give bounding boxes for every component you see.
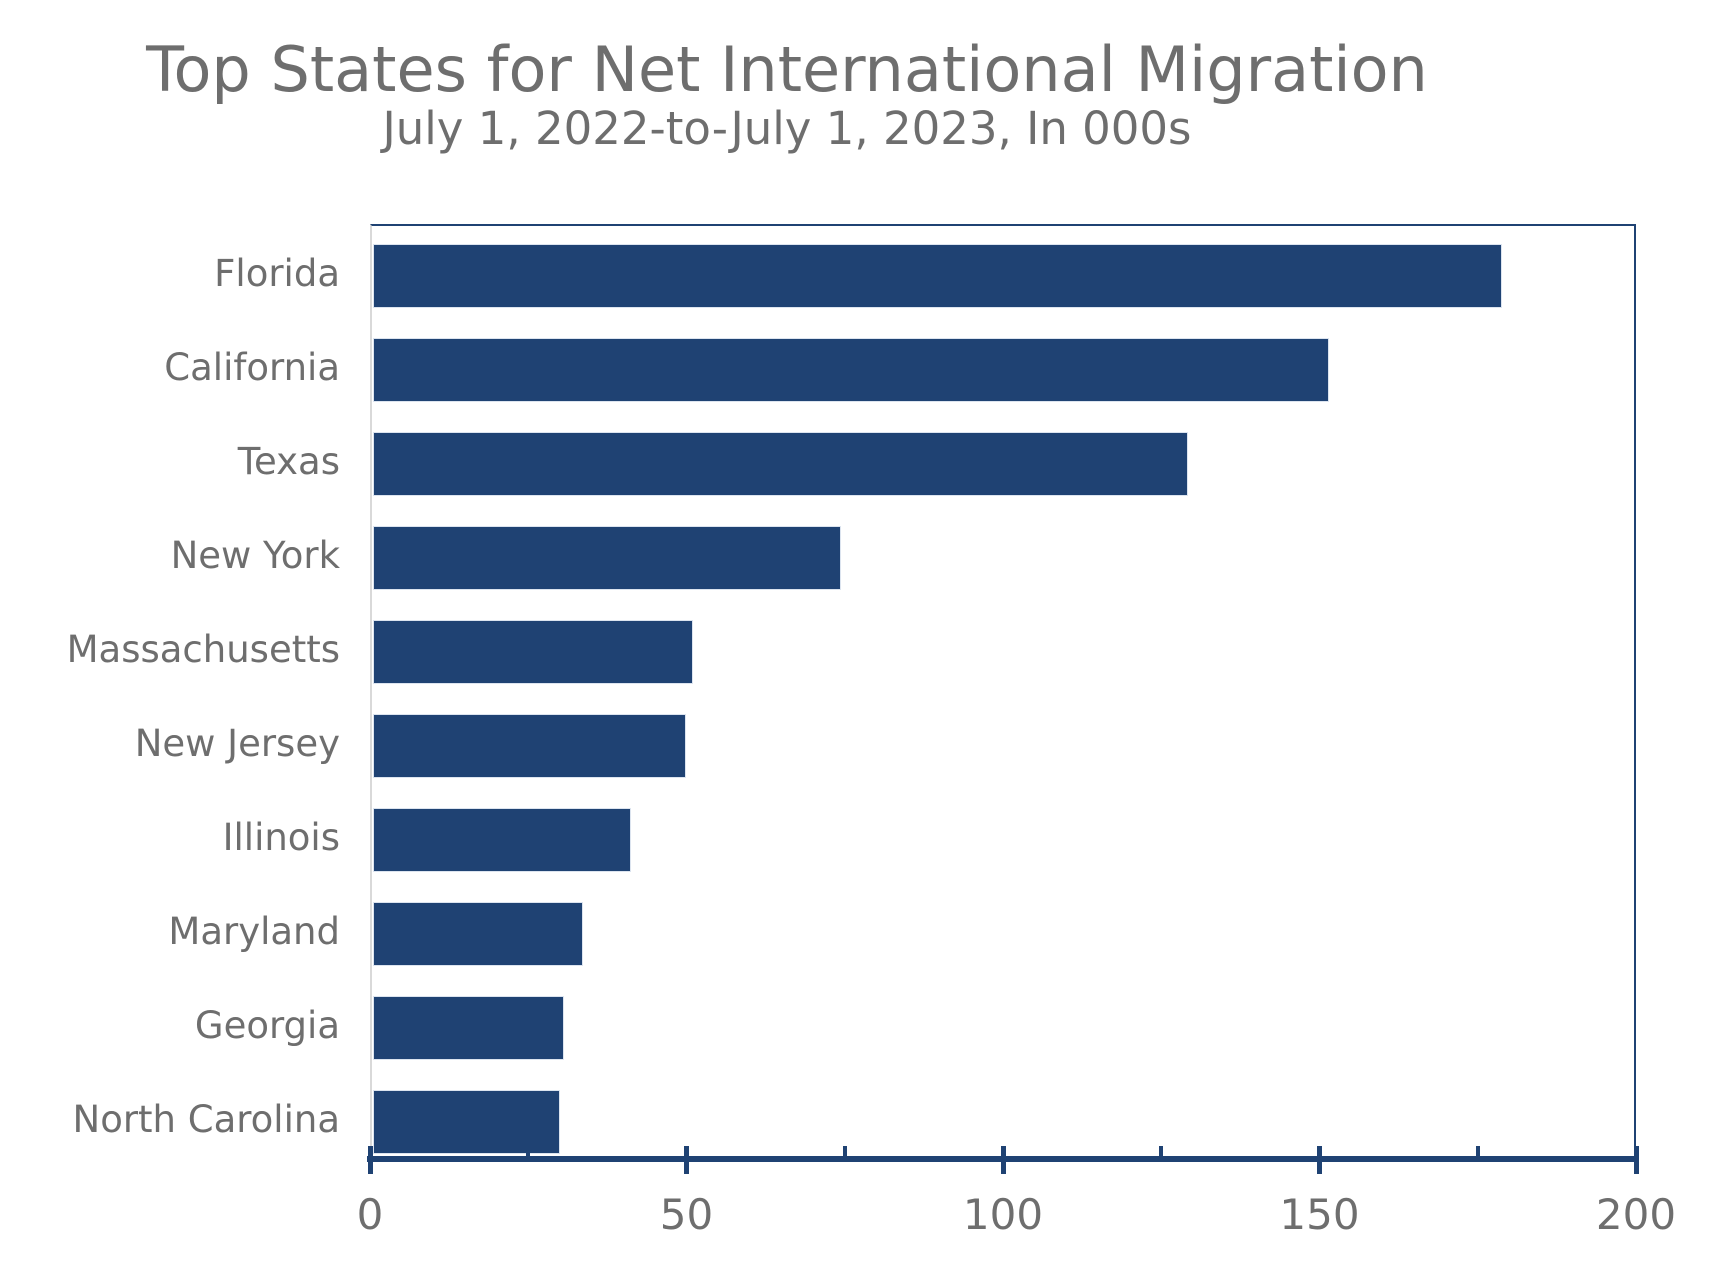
bar-new-york: [373, 526, 841, 590]
plot-area: [370, 224, 1636, 1158]
y-axis-label-massachusetts: Massachusetts: [66, 628, 340, 671]
y-axis-label-california: California: [164, 346, 340, 389]
x-tick-label-150: 150: [1279, 1190, 1360, 1239]
bar-georgia: [373, 996, 564, 1060]
chart-subtitle: July 1, 2022-to-July 1, 2023, In 000s: [382, 102, 1192, 155]
y-axis-label-texas: Texas: [237, 440, 340, 483]
x-major-tick-100: [1000, 1146, 1006, 1174]
y-axis-label-new-jersey: New Jersey: [134, 722, 340, 765]
bar-north-carolina: [373, 1090, 560, 1154]
x-tick-label-0: 0: [356, 1190, 384, 1239]
x-minor-tick-175: [1475, 1146, 1480, 1156]
bar-illinois: [373, 808, 631, 872]
x-tick-label-200: 200: [1595, 1190, 1677, 1239]
y-axis-label-florida: Florida: [214, 252, 340, 295]
x-tick-label-100: 100: [962, 1190, 1044, 1239]
x-minor-tick-125: [1159, 1146, 1164, 1156]
x-major-tick-0: [367, 1146, 373, 1174]
bar-new-jersey: [373, 714, 686, 778]
x-minor-tick-25: [526, 1146, 531, 1156]
x-major-tick-200: [1633, 1146, 1639, 1174]
bar-massachusetts: [373, 620, 693, 684]
x-major-tick-50: [684, 1146, 689, 1174]
bar-california: [373, 338, 1329, 402]
x-major-tick-150: [1317, 1146, 1322, 1174]
bar-maryland: [373, 902, 583, 966]
chart-title: Top States for Net International Migrati…: [146, 33, 1428, 106]
x-tick-label-50: 50: [659, 1190, 714, 1239]
y-axis-label-illinois: Illinois: [222, 816, 340, 859]
bar-texas: [373, 432, 1188, 496]
y-axis-label-new-york: New York: [170, 534, 340, 577]
y-axis-label-maryland: Maryland: [168, 910, 340, 953]
y-axis-label-georgia: Georgia: [194, 1004, 340, 1047]
bar-florida: [373, 244, 1502, 308]
y-axis-label-north-carolina: North Carolina: [72, 1098, 340, 1141]
x-minor-tick-75: [842, 1146, 847, 1156]
